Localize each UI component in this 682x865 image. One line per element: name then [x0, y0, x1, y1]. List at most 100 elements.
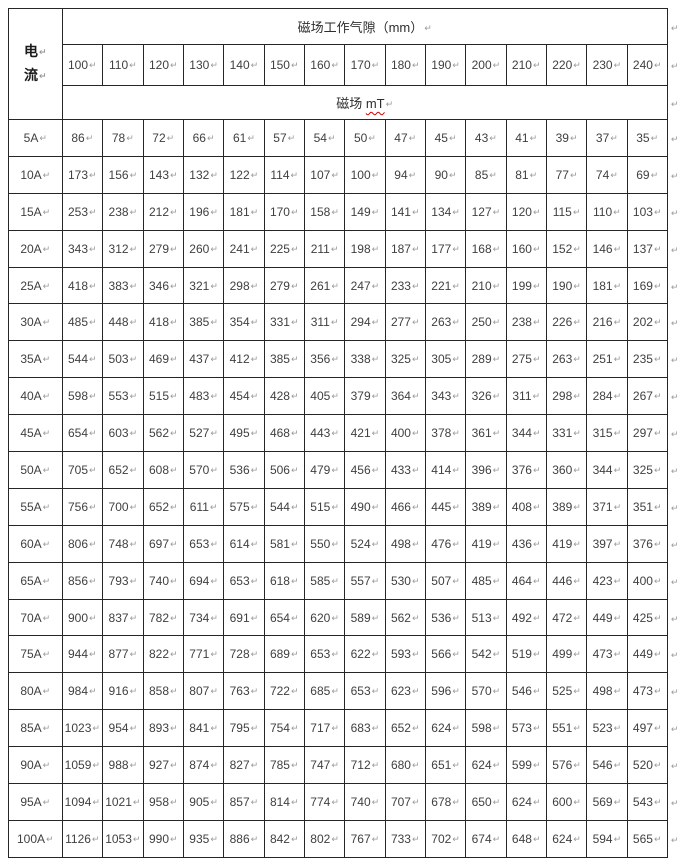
data-cell-text: 623	[390, 684, 411, 699]
data-cell-text: 553	[108, 389, 129, 404]
data-cell-text: 284	[592, 389, 613, 404]
data-cell: 428↵	[263, 377, 305, 416]
data-cell: 419↵	[545, 524, 588, 563]
data-cell-text: 651	[431, 758, 452, 773]
data-cell-text: 351	[632, 499, 653, 514]
data-cell: 354↵	[223, 303, 265, 342]
top-header-cell: 磁场工作气隙（mm）↵	[61, 8, 668, 45]
paragraph-mark-icon: ↵	[290, 649, 299, 660]
data-cell: 41↵	[505, 119, 547, 157]
data-cell-text: 652	[390, 721, 411, 736]
paragraph-mark-icon: ↵	[92, 796, 100, 807]
data-cell-text: 734	[189, 610, 210, 625]
row-end-mark-icon: ↵	[670, 576, 679, 587]
data-cell-text: 654	[68, 426, 89, 441]
data-cell-text: 39	[555, 130, 569, 145]
data-cell-text: 437	[189, 352, 210, 367]
data-cell-text: 325	[390, 352, 411, 367]
paragraph-mark-icon: ↵	[42, 354, 51, 365]
data-cell-text: 94	[394, 167, 408, 182]
paragraph-mark-icon: ↵	[452, 391, 460, 402]
data-cell-text: 694	[189, 573, 210, 588]
data-cell-text: 400	[390, 426, 411, 441]
paragraph-mark-icon: ↵	[452, 538, 460, 549]
data-cell: 575↵	[223, 487, 265, 526]
data-cell-text: 389	[471, 499, 492, 514]
data-cell: 622↵	[344, 635, 386, 674]
data-cell-text: 132	[189, 167, 210, 182]
paragraph-mark-icon: ↵	[170, 206, 178, 217]
paragraph-mark-icon: ↵	[129, 538, 138, 549]
paragraph-mark-icon: ↵	[129, 169, 138, 180]
data-cell-text: 464	[511, 573, 532, 588]
row-label-cell: 55A↵	[8, 487, 63, 526]
paragraph-mark-icon: ↵	[411, 612, 420, 623]
data-cell-text: 1023	[64, 721, 92, 736]
gap-header-cell: 170↵	[344, 44, 386, 86]
paragraph-mark-icon: ↵	[89, 354, 97, 365]
data-cell: 565↵	[626, 819, 668, 858]
paragraph-mark-icon: ↵	[250, 575, 259, 586]
data-cell: 740↵	[142, 561, 184, 600]
corner-text: 电	[23, 43, 38, 60]
row-end-mark: ↵	[667, 747, 681, 784]
data-cell: 858↵	[142, 672, 184, 711]
paragraph-mark-icon: ↵	[210, 428, 218, 439]
data-cell: 988↵	[102, 746, 144, 785]
data-cell-text: 122	[229, 167, 250, 182]
data-cell-text: 212	[148, 204, 169, 219]
data-cell: 927↵	[142, 746, 184, 785]
data-cell-text: 66	[192, 130, 206, 145]
data-cell: 806↵	[61, 524, 104, 563]
data-cell: 238↵	[505, 303, 547, 342]
data-cell-text: 900	[68, 610, 89, 625]
paragraph-mark-icon: ↵	[250, 464, 259, 475]
data-cell: 66↵	[182, 119, 225, 157]
data-cell: 326↵	[465, 377, 507, 416]
paragraph-mark-icon: ↵	[331, 649, 339, 660]
data-cell-text: 202	[632, 315, 653, 330]
paragraph-mark-icon: ↵	[331, 501, 339, 512]
data-cell: 935↵	[182, 819, 225, 858]
paragraph-mark-icon: ↵	[290, 206, 299, 217]
row-label-cell: 65A↵	[8, 561, 63, 600]
data-cell-text: 331	[269, 315, 290, 330]
table-row: 50A↵ 705↵ 652↵ 608↵ 570↵ 536↵ 506↵ 479↵ 456↵ 433↵…	[8, 451, 682, 489]
data-cell: 498↵	[384, 524, 426, 563]
data-cell-text: 110	[593, 204, 613, 219]
data-cell-text: 525	[552, 684, 573, 699]
data-cell-text: 573	[511, 721, 532, 736]
data-cell: 436↵	[505, 524, 547, 563]
row-end-mark: ↵	[667, 193, 681, 230]
data-cell-text: 479	[310, 462, 331, 477]
data-cell: 389↵	[465, 487, 507, 526]
data-cell: 550↵	[303, 524, 346, 563]
data-cell-text: 589	[350, 610, 371, 625]
paragraph-mark-icon: ↵	[290, 317, 299, 328]
data-cell-text: 326	[471, 389, 492, 404]
data-cell: 437↵	[182, 340, 225, 379]
data-cell: 425↵	[626, 598, 668, 637]
paragraph-mark-icon: ↵	[610, 169, 618, 180]
paragraph-mark-icon: ↵	[573, 243, 581, 254]
data-cell-text: 356	[310, 352, 331, 367]
paragraph-mark-icon: ↵	[452, 428, 460, 439]
data-cell: 490↵	[344, 487, 386, 526]
data-cell: 298↵	[223, 266, 265, 305]
paragraph-mark-icon: ↵	[613, 206, 621, 217]
paragraph-mark-icon: ↵	[452, 649, 460, 660]
data-cell-text: 542	[471, 647, 492, 662]
row-label-cell: 5A↵	[8, 119, 63, 157]
paragraph-mark-icon: ↵	[170, 169, 178, 180]
paragraph-mark-icon: ↵	[573, 723, 581, 734]
data-cell: 378↵	[424, 414, 467, 453]
data-cell-text: 397	[592, 536, 613, 551]
gap-header-cell: 230↵	[586, 44, 628, 86]
paragraph-mark-icon: ↵	[613, 612, 622, 623]
paragraph-mark-icon: ↵	[331, 686, 339, 697]
data-cell: 492↵	[505, 598, 547, 637]
data-cell-text: 338	[350, 352, 371, 367]
data-cell-text: 600	[552, 794, 573, 809]
data-cell: 315↵	[586, 414, 628, 453]
